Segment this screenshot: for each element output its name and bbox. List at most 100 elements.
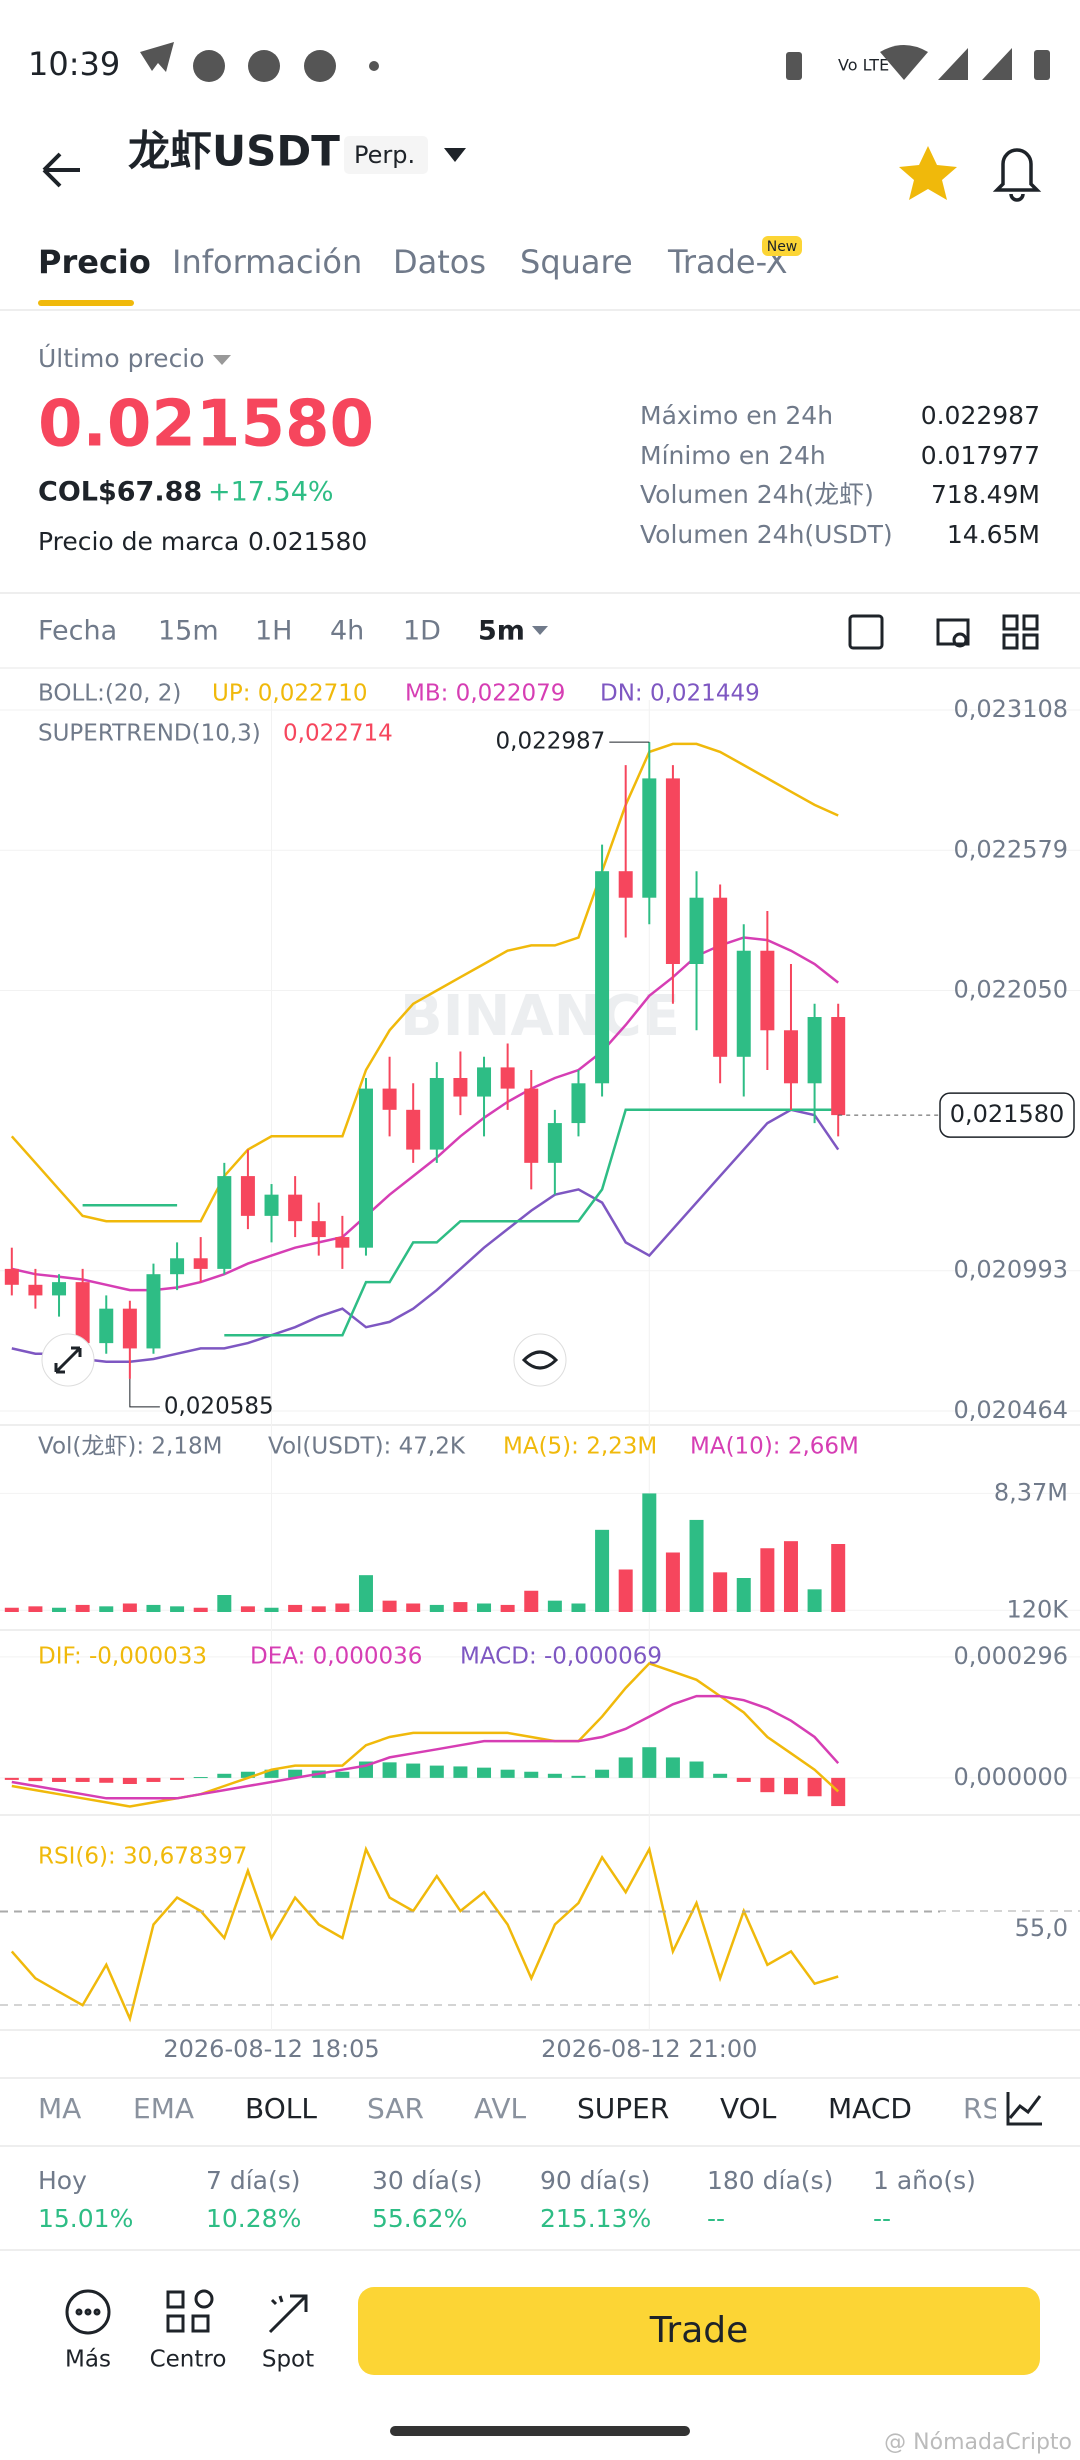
candle-body xyxy=(689,897,704,964)
indicator-tab[interactable]: EMA xyxy=(133,2092,194,2125)
indicator-tab[interactable]: VOL xyxy=(720,2092,777,2125)
volume-bar xyxy=(831,1544,846,1612)
indicator-line xyxy=(11,1108,840,1363)
volume-bar xyxy=(335,1603,350,1612)
macd-bar xyxy=(736,1777,751,1782)
macd-bar xyxy=(571,1775,586,1778)
nav-label[interactable]: Spot xyxy=(262,2347,314,2373)
legend-entry: BOLL:(20, 2) xyxy=(38,681,181,707)
nav-label[interactable]: Más xyxy=(65,2347,111,2373)
nav-label[interactable]: Centro xyxy=(150,2347,227,2373)
indicator-tab[interactable]: AVL xyxy=(474,2092,527,2125)
tab[interactable]: Square xyxy=(520,243,633,281)
indicator-tab[interactable]: SUPER xyxy=(577,2092,669,2125)
perf-value: -- xyxy=(707,2204,725,2233)
legend-entry: DIF: -0,000033 xyxy=(38,1644,207,1670)
indicator-tab[interactable]: MACD xyxy=(828,2092,912,2125)
volume-bar xyxy=(665,1552,680,1612)
volume-bar xyxy=(713,1572,728,1612)
trade-button-bg[interactable] xyxy=(358,2287,1040,2375)
candle-body xyxy=(453,1077,468,1097)
candle-body xyxy=(240,1176,255,1216)
macd-bar xyxy=(4,1777,19,1780)
candle-body xyxy=(146,1274,161,1349)
last-price: 0.021580 xyxy=(38,388,374,462)
macd-bar xyxy=(52,1777,67,1782)
candle-body xyxy=(713,897,728,1057)
perp-tag-bg xyxy=(344,136,428,174)
last-price-label: Último precio xyxy=(38,343,205,373)
fiat-price: COL$67.88 xyxy=(38,477,202,508)
candle-body xyxy=(477,1067,492,1097)
trade-button[interactable]: Trade xyxy=(649,2310,749,2351)
interval[interactable]: 1D xyxy=(403,616,441,647)
indicator-tab[interactable]: MA xyxy=(38,2092,81,2125)
volume-bar xyxy=(264,1607,279,1612)
min-label: 0,020585 xyxy=(164,1393,274,1419)
candle-body xyxy=(500,1067,515,1089)
pair-title[interactable]: 龙虾USDT xyxy=(128,127,340,176)
indicator-line xyxy=(11,1694,840,1800)
watermark: @ NómadaCripto xyxy=(884,2430,1072,2455)
perf-label: 1 año(s) xyxy=(873,2166,976,2195)
volume-bar xyxy=(500,1604,515,1612)
candle-body xyxy=(807,1017,822,1084)
macd-bar xyxy=(713,1773,728,1778)
label-caret xyxy=(213,355,231,365)
stat-value: 0.017977 xyxy=(921,441,1040,470)
legend-entry: UP: 0,022710 xyxy=(212,681,368,707)
macd-bar xyxy=(689,1761,704,1778)
candle-body xyxy=(406,1109,421,1150)
volume-bar xyxy=(736,1578,751,1612)
y-tick-label: 0,022050 xyxy=(953,976,1068,1004)
chart-tools[interactable] xyxy=(848,614,1039,650)
volume-bar xyxy=(382,1600,397,1612)
visibility-button[interactable] xyxy=(513,1333,567,1387)
macd-bar xyxy=(264,1769,279,1778)
favorite-star[interactable] xyxy=(899,146,957,200)
min-pointer xyxy=(129,1378,160,1408)
macd-bar xyxy=(146,1777,161,1782)
alert-bell[interactable] xyxy=(992,148,1042,202)
nav-icons xyxy=(65,2289,308,2335)
volume-bar xyxy=(783,1541,798,1612)
indicator-settings[interactable] xyxy=(1006,2092,1042,2126)
indicator-tab[interactable]: BOLL xyxy=(245,2092,317,2125)
volume-bar xyxy=(689,1519,704,1612)
mark-price: 0.021580 xyxy=(248,527,367,556)
tab[interactable]: Datos xyxy=(393,243,486,281)
indicator-tab[interactable]: SAR xyxy=(367,2092,424,2125)
candle-body xyxy=(547,1123,562,1163)
home-indicator xyxy=(390,2426,690,2436)
macd-bar xyxy=(547,1773,562,1778)
indicator-line xyxy=(11,1661,840,1808)
interval[interactable]: Fecha xyxy=(38,616,117,647)
volume-bar xyxy=(642,1493,657,1612)
candle-body xyxy=(52,1282,67,1296)
stat-label: Máximo en 24h xyxy=(640,401,833,430)
perf-value: -- xyxy=(873,2204,891,2233)
volume-bar xyxy=(28,1606,43,1612)
interval[interactable]: 4h xyxy=(330,616,364,647)
interval[interactable]: 15m xyxy=(158,616,219,647)
tab[interactable]: Información xyxy=(172,243,362,281)
interval[interactable]: 5m xyxy=(478,616,525,647)
candle-body xyxy=(264,1194,279,1216)
interval[interactable]: 1H xyxy=(255,616,292,647)
pair-dropdown[interactable] xyxy=(444,148,466,162)
indicator-settings-bg xyxy=(996,2082,1080,2138)
volume-bar xyxy=(193,1607,208,1612)
y-tick-label: 0,023108 xyxy=(953,695,1068,723)
perf-label: Hoy xyxy=(38,2166,87,2195)
macd-bar xyxy=(807,1777,822,1797)
macd-bar xyxy=(193,1777,208,1779)
back-button[interactable] xyxy=(42,152,80,188)
tab[interactable]: Precio xyxy=(38,243,151,281)
candle-body xyxy=(524,1088,539,1163)
volume-bar xyxy=(240,1606,255,1612)
perf-label: 7 día(s) xyxy=(206,2166,301,2195)
candle-body xyxy=(571,1083,586,1124)
perf-value: 10.28% xyxy=(206,2204,301,2233)
macd-bar xyxy=(75,1777,90,1782)
